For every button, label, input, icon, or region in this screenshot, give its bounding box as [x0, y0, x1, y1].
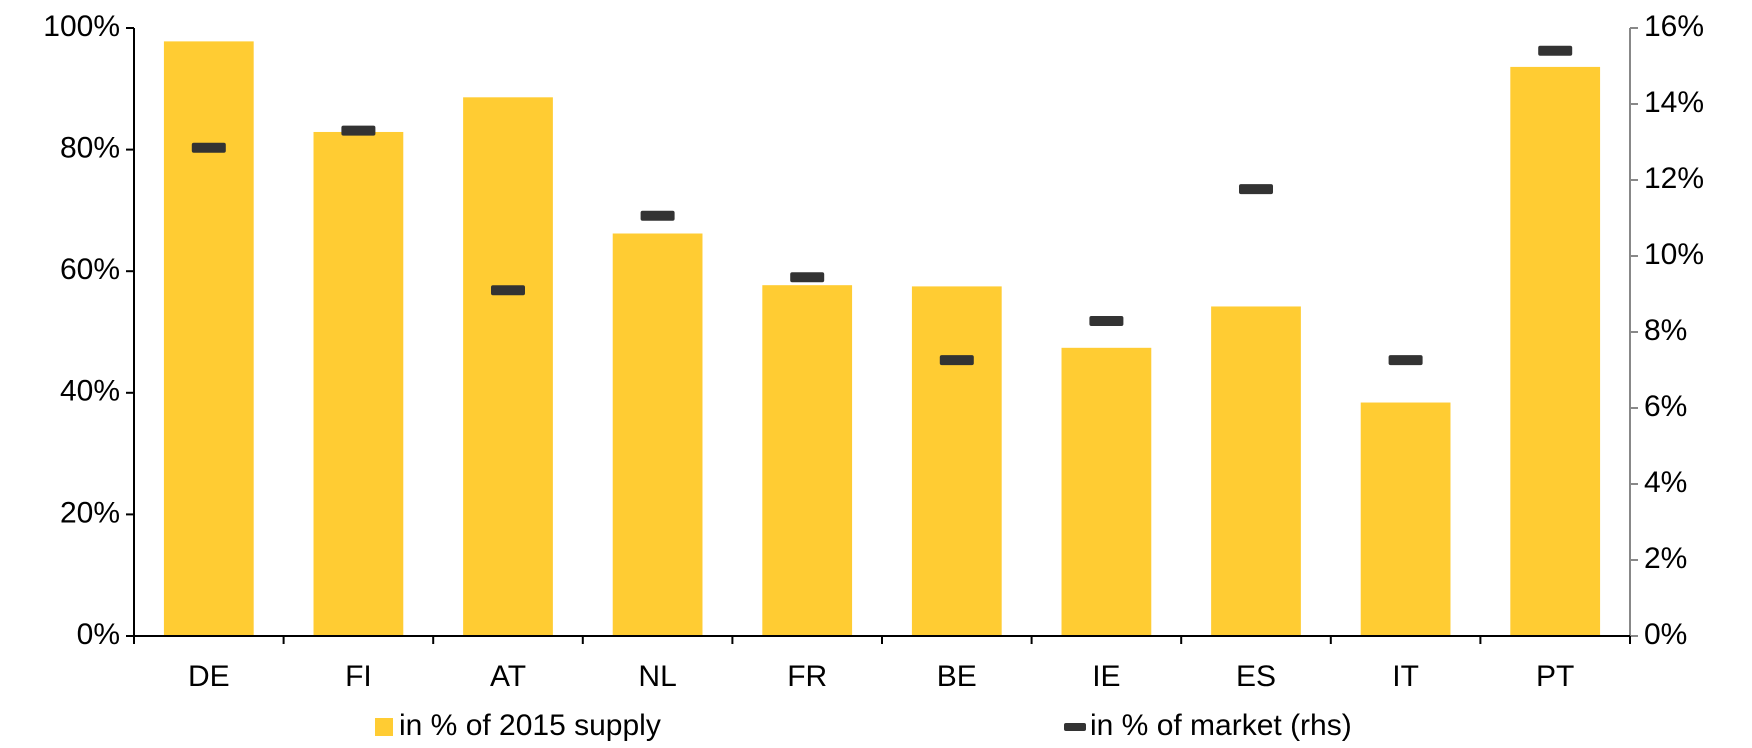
- y2-tick-label: 2%: [1644, 542, 1687, 575]
- bar: [911, 286, 1002, 636]
- x-tick-label: PT: [1536, 660, 1574, 693]
- x-tick-label: BE: [937, 660, 977, 693]
- y2-tick-label: 16%: [1644, 10, 1704, 43]
- marker: [939, 355, 974, 366]
- bar: [1211, 306, 1301, 636]
- marker: [341, 125, 376, 136]
- y-tick-label: 100%: [43, 10, 120, 43]
- legend-swatch: [375, 718, 393, 736]
- x-tick-label: IE: [1092, 660, 1120, 693]
- x-tick-label: FI: [345, 660, 372, 693]
- legend-label: in % of market (rhs): [1090, 709, 1352, 742]
- bar: [163, 41, 254, 637]
- marker: [1089, 315, 1124, 326]
- marker: [790, 272, 825, 283]
- y-tick-label: 0%: [77, 618, 120, 651]
- y2-tick-label: 14%: [1644, 86, 1704, 119]
- y2-tick-label: 4%: [1644, 466, 1687, 499]
- x-tick-label: DE: [188, 660, 230, 693]
- marker: [640, 210, 675, 221]
- y2-tick-label: 6%: [1644, 390, 1687, 423]
- y-tick-label: 80%: [60, 132, 120, 165]
- x-tick-label: FR: [787, 660, 827, 693]
- y-tick-label: 60%: [60, 253, 120, 286]
- marker: [1239, 184, 1273, 195]
- marker: [491, 285, 525, 296]
- legend-label: in % of 2015 supply: [399, 709, 661, 742]
- bar: [463, 97, 553, 636]
- y2-tick-label: 8%: [1644, 314, 1687, 347]
- marker: [1388, 355, 1423, 366]
- marker: [191, 142, 226, 153]
- x-tick-label: ES: [1236, 660, 1276, 693]
- bar: [1510, 66, 1601, 637]
- y2-tick-label: 12%: [1644, 162, 1704, 195]
- marker: [1538, 45, 1573, 56]
- bar: [762, 285, 853, 636]
- y2-tick-label: 0%: [1644, 618, 1687, 651]
- x-tick-label: NL: [638, 660, 676, 693]
- bar: [1061, 347, 1152, 636]
- y2-tick-label: 10%: [1644, 238, 1704, 271]
- legend-swatch: [1064, 723, 1086, 731]
- x-tick-label: IT: [1392, 660, 1419, 693]
- y-tick-label: 20%: [60, 496, 120, 529]
- bar: [612, 233, 703, 636]
- bar: [313, 131, 404, 636]
- y-tick-label: 40%: [60, 375, 120, 408]
- x-tick-label: AT: [490, 660, 526, 693]
- bar: [1360, 402, 1451, 636]
